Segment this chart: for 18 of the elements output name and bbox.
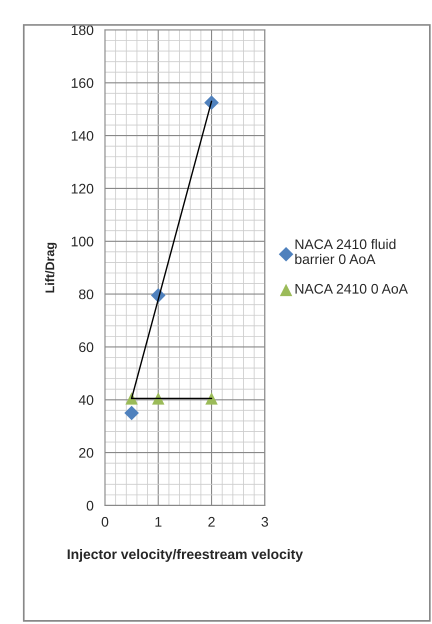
x-tick-label: 2: [208, 516, 215, 527]
y-tick-label: 60: [79, 342, 94, 352]
y-tick-label: 20: [79, 448, 94, 458]
y-tick-label: 0: [86, 500, 94, 511]
y-tick-label: 100: [72, 236, 94, 246]
x-tick-label: 0: [102, 516, 108, 527]
x-axis-title: Injector velocity/freestream velocity: [68, 548, 303, 562]
y-tick-label: 180: [72, 25, 94, 36]
legend-label: NACA 2410 fluid barrier 0 AoA: [295, 238, 396, 264]
y-tick-label: 40: [78, 395, 94, 405]
legend-label: NACA 2410 0 AoA: [296, 284, 408, 294]
x-tick-label: 3: [261, 516, 268, 527]
y-axis-title: Lift/Drag: [45, 242, 57, 293]
y-tick-label: 120: [72, 184, 94, 194]
y-tick-label: 160: [72, 78, 94, 88]
y-tick-label: 80: [79, 289, 94, 300]
x-tick-label: 1: [155, 517, 162, 527]
y-tick-label: 140: [72, 130, 94, 141]
